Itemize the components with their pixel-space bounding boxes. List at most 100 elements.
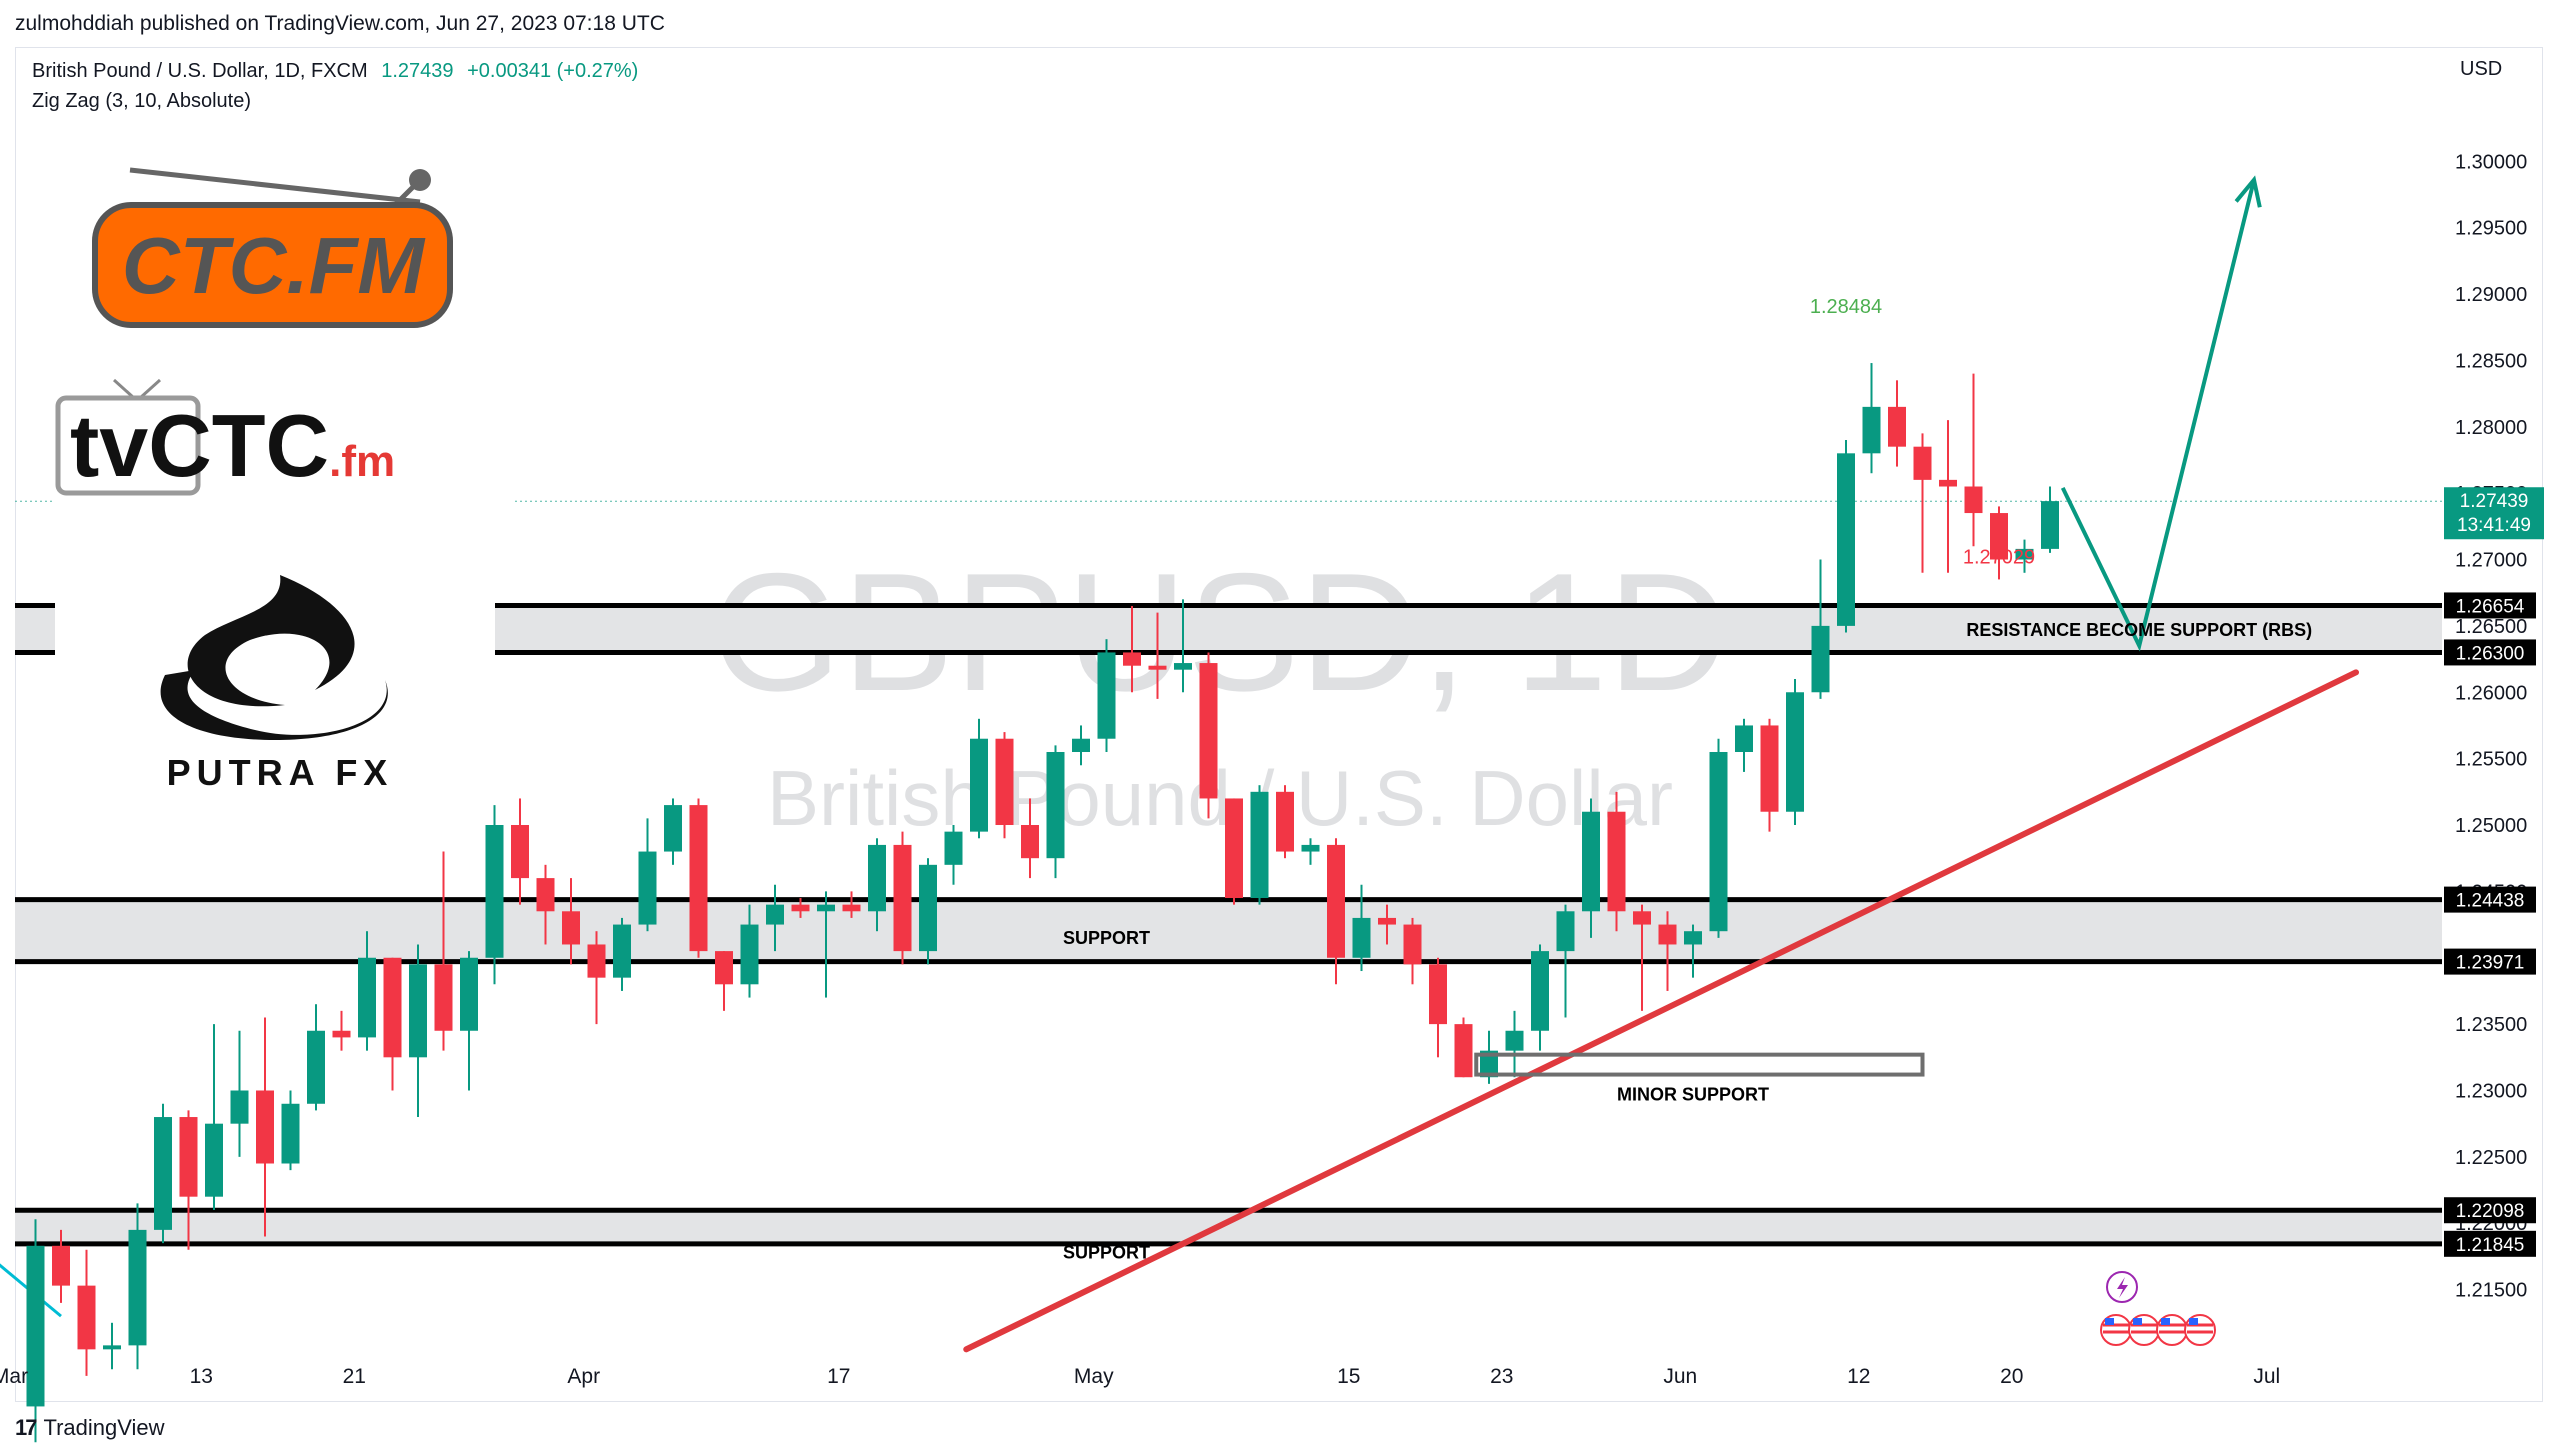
tradingview-brand-text: TradingView (43, 1415, 165, 1440)
tvctc-suffix: .fm (329, 437, 395, 486)
candle-bullish (103, 1345, 121, 1350)
candle-bearish (893, 844, 912, 952)
candle-bullish (2015, 548, 2034, 560)
candle-bearish (1378, 917, 1396, 925)
x-tick-label: 20 (2000, 1365, 2023, 1388)
y-tick-label: 1.29500 (2455, 218, 2527, 240)
candle-bullish (1352, 917, 1371, 958)
y-tick-label: 1.28500 (2455, 350, 2527, 372)
level-price-label: 1.26654 (2456, 596, 2525, 617)
symbol-change: +0.00341 (+0.27%) (467, 60, 639, 82)
level-price-label: 1.23971 (2456, 953, 2525, 974)
candle-bullish (2041, 501, 2059, 549)
candle-bearish (77, 1285, 96, 1350)
candle-bullish (1046, 751, 1065, 859)
x-tick-label: 15 (1337, 1365, 1360, 1388)
x-tick-label: 21 (343, 1365, 366, 1388)
tv-antenna (138, 378, 162, 400)
candle-bearish (1990, 513, 2008, 560)
x-tick-label: May (1074, 1365, 1114, 1388)
antenna-rod (393, 178, 422, 207)
footer-brand[interactable]: 17 TradingView (15, 1415, 165, 1441)
ctc-fm-logo-graphic: CTC.FM (92, 167, 453, 328)
candle-bullish (868, 844, 886, 912)
candle-bearish (1429, 964, 1447, 1025)
candle-bullish (970, 738, 988, 832)
candle-bullish (1480, 1050, 1498, 1078)
x-tick-label: Apr (567, 1365, 600, 1388)
tv-frame (55, 395, 201, 496)
candle-bearish (1123, 652, 1141, 666)
level-price-tag (2444, 948, 2536, 975)
y-tick-label: 1.26500 (2455, 616, 2527, 638)
candle-bullish (230, 1090, 249, 1124)
candle-bullish (613, 924, 631, 978)
ctc-fm-text: CTC.FM (122, 221, 427, 310)
candle-bearish (1225, 798, 1243, 899)
flag-stripes (2103, 1323, 2213, 1334)
candle-bullish (1786, 692, 1804, 812)
zone-label: SUPPORT (1063, 928, 1150, 948)
candle-bearish (52, 1245, 70, 1286)
candle-bullish (1837, 453, 1855, 626)
zone-band (15, 1210, 2442, 1244)
candle-bearish (256, 1090, 274, 1164)
level-price-tag (2444, 592, 2536, 619)
zigzag-label: 1.28484 (1810, 296, 1882, 318)
candle-bullish (409, 964, 427, 1058)
indicator-legend[interactable]: Zig Zag (3, 10, Absolute) (32, 90, 252, 112)
putra-flame-lower (160, 670, 388, 740)
y-tick-label: 1.21500 (2455, 1280, 2527, 1302)
price-axis-currency[interactable]: USD (2460, 58, 2503, 80)
putra-fx-logo-graphic: PUTRA FX (160, 575, 388, 793)
x-tick-label: 23 (1490, 1365, 1513, 1388)
level-price-tag (2444, 1230, 2536, 1257)
lightning-glyph (2117, 1277, 2128, 1298)
candle-bullish (638, 851, 657, 925)
level-price-label: 1.24438 (2456, 891, 2525, 912)
zigzag-label: 1.27029 (1963, 547, 2035, 569)
publisher-attribution: zulmohddiah published on TradingView.com… (15, 12, 665, 35)
candle-bearish (1199, 663, 1218, 799)
candle-bearish (562, 911, 580, 945)
candle-bullish (154, 1117, 172, 1230)
y-tick-label: 1.22500 (2455, 1147, 2527, 1169)
annotations-layer: RESISTANCE BECOME SUPPORT (RBS) SUPPORT SU… (1063, 175, 2312, 1262)
zone-label: SUPPORT (1063, 1242, 1150, 1262)
putra-fx-logo: PUTRA FX (55, 565, 495, 800)
x-tick-label: 13 (190, 1365, 213, 1388)
minor-support-box (1474, 1052, 1925, 1077)
events-icons[interactable] (2100, 1271, 2216, 1346)
candle-bearish (536, 878, 555, 912)
candle-bullish (281, 1103, 300, 1164)
minor-support-label: MINOR SUPPORT (1617, 1084, 1769, 1104)
candle-bullish (485, 825, 504, 958)
x-tick-label: Jul (2253, 1365, 2280, 1388)
x-tick-label: 12 (1847, 1365, 1870, 1388)
symbol-info[interactable]: British Pound / U.S. Dollar, 1D, FXCM 1.… (32, 60, 638, 83)
projection-arrowhead (2234, 175, 2262, 208)
candle-bearish (791, 904, 810, 912)
tv-antenna (112, 378, 136, 400)
antenna-wire (129, 167, 421, 205)
candle-bullish (1097, 652, 1116, 739)
y-axis-ticks: 1.215001.220001.225001.230001.235001.240… (2455, 151, 2527, 1301)
level-price-label: 1.26300 (2456, 643, 2525, 664)
candle-bullish (307, 1030, 325, 1104)
y-tick-label: 1.23000 (2455, 1080, 2527, 1102)
watermark-description: British Pound / U.S. Dollar (767, 754, 1673, 842)
candle-bearish (689, 805, 708, 952)
candle-bullish (460, 957, 478, 1031)
x-tick-label: Mar (0, 1365, 28, 1388)
level-price-tag (2444, 639, 2536, 666)
candle-bullish (1684, 931, 1702, 945)
candle-bearish (1276, 791, 1294, 852)
x-tick-label: Jun (1663, 1365, 1697, 1388)
candle-bullish (26, 1245, 45, 1407)
candle-bullish (1582, 811, 1600, 912)
candle-bullish (1531, 951, 1549, 1031)
candle-bullish (1556, 911, 1575, 952)
candle-bearish (715, 951, 733, 985)
y-tick-label: 1.29000 (2455, 284, 2527, 306)
us-flag-icons[interactable] (2100, 1314, 2216, 1346)
